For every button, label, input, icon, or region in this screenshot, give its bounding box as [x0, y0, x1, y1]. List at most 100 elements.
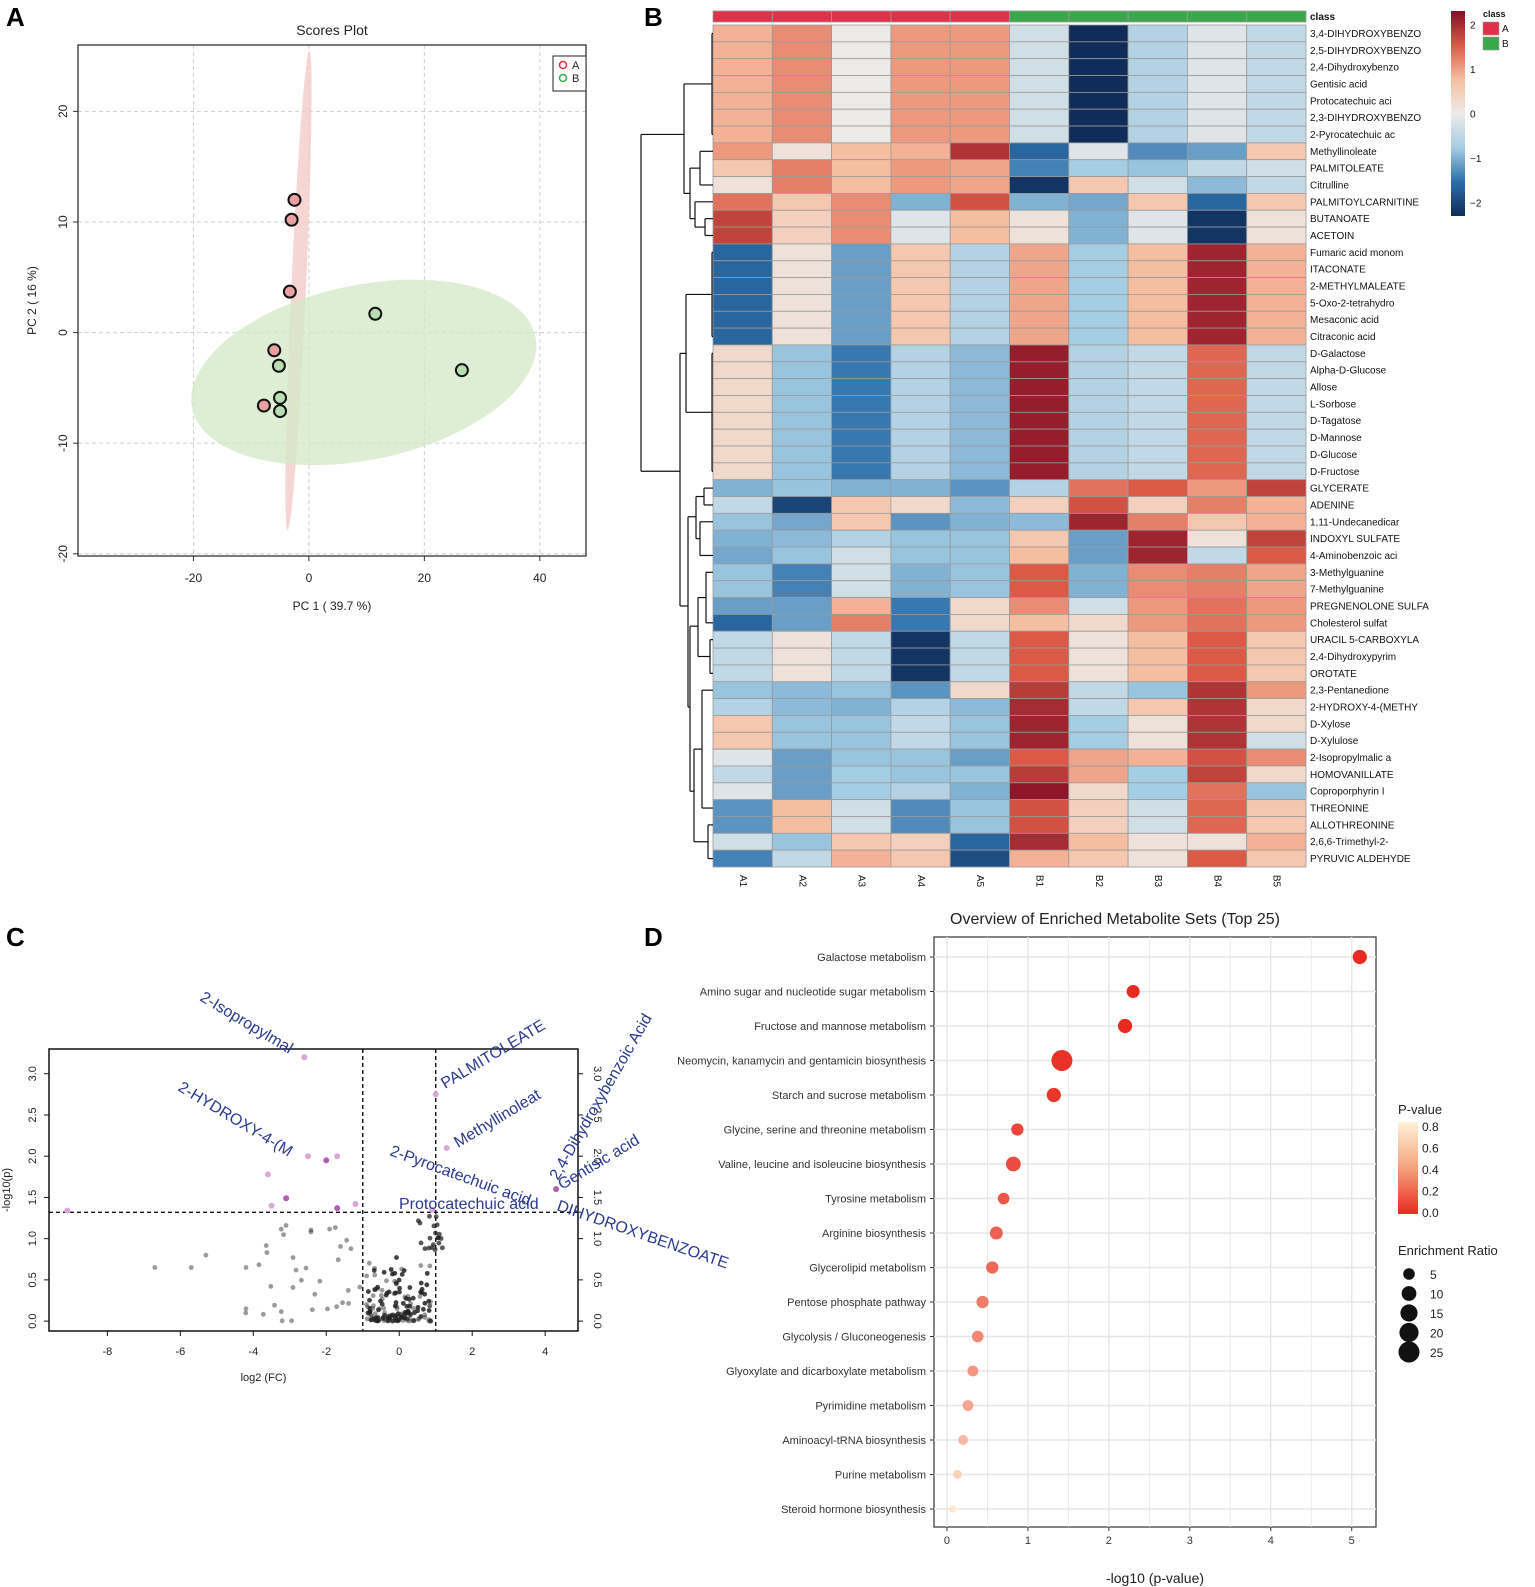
class-legend-label-a: A — [1502, 24, 1509, 35]
ratio-legend-dot — [1399, 1322, 1419, 1343]
heatmap-row-label: Citraconic acid — [1310, 332, 1376, 343]
heatmap-row-label: 2,3-Pentanedione — [1310, 686, 1389, 697]
heatmap-cell — [890, 462, 951, 481]
heatmap-cell — [890, 445, 951, 464]
heatmap-cell — [712, 529, 773, 548]
volcano-point — [309, 1307, 315, 1313]
heatmap-row-label: Methyllinoleate — [1310, 147, 1377, 158]
heatmap-cell — [1187, 479, 1248, 497]
heatmap-cell — [1068, 243, 1129, 262]
heatmap-cell — [1246, 496, 1307, 514]
heatmap-cell — [831, 294, 892, 312]
heatmap-row-label: D-Fructose — [1310, 467, 1360, 478]
volcano-point — [428, 1318, 434, 1324]
heatmap-cell — [831, 512, 892, 531]
heatmap-cell — [890, 496, 951, 514]
heatmap-cell — [1009, 597, 1070, 615]
heatmap-cell — [1009, 243, 1070, 262]
heatmap-cell — [1127, 395, 1188, 413]
volcano-point — [376, 1307, 381, 1313]
score-point-b — [271, 358, 286, 373]
volcano-point — [334, 1304, 340, 1310]
heatmap-cell — [1187, 24, 1248, 43]
x-tick-label: -8 — [102, 1346, 112, 1358]
heatmap-cell — [1187, 91, 1248, 110]
heatmap-cell — [1187, 731, 1248, 750]
pvalue-legend-title: P-value — [1398, 1102, 1442, 1117]
heatmap-cell — [712, 563, 773, 582]
heatmap-cell — [1187, 192, 1248, 211]
x-tick-label: 2 — [1106, 1535, 1112, 1547]
heatmap-cell — [1187, 445, 1248, 464]
heatmap-cell — [1187, 816, 1248, 834]
heatmap-cell — [1068, 310, 1129, 329]
heatmap-cell — [1187, 832, 1248, 851]
volcano-point — [348, 1246, 354, 1252]
volcano-point — [418, 1263, 424, 1268]
heatmap-cell — [1246, 294, 1307, 312]
heatmap-cell — [1187, 159, 1248, 177]
heatmap-cell — [1009, 192, 1070, 211]
heatmap-cell — [890, 378, 951, 396]
heatmap-cell — [1068, 630, 1129, 649]
volcano-point — [422, 1300, 428, 1306]
volcano-significant-point — [268, 1202, 275, 1209]
heatmap-row-label: Allose — [1310, 383, 1338, 394]
legend-marker-b — [558, 73, 568, 83]
y-tick-label-right: 0.0 — [591, 1313, 603, 1328]
volcano-point — [357, 1284, 363, 1290]
x-tick-label: 0 — [944, 1535, 950, 1547]
heatmap-cell — [771, 108, 832, 127]
volcano-point — [418, 1280, 424, 1286]
heatmap-cell — [1246, 647, 1307, 666]
heatmap-row-label: THREONINE — [1310, 804, 1369, 815]
heatmap-cell — [890, 614, 951, 632]
heatmap-cell — [949, 125, 1010, 144]
enrichment-dot — [1126, 985, 1140, 998]
volcano-point — [394, 1306, 400, 1312]
volcano-point — [393, 1318, 398, 1323]
heatmap-cell — [1246, 125, 1307, 144]
volcano-point — [379, 1301, 385, 1307]
volcano-point — [364, 1273, 370, 1279]
heatmap-row-label: PALMITOLEATE — [1310, 164, 1384, 175]
volcano-point — [386, 1289, 392, 1295]
x-tick-label: -20 — [185, 571, 203, 585]
heatmap-cell — [1246, 445, 1307, 464]
class-legend-title: class — [1483, 9, 1506, 19]
heatmap-cell — [1009, 125, 1070, 144]
heatmap-cell — [890, 765, 951, 784]
heatmap-cell — [1246, 782, 1307, 801]
heatmap-cell — [1068, 327, 1129, 346]
heatmap-cell — [890, 395, 951, 413]
heatmap-cell — [949, 209, 1010, 228]
pathway-label: Fructose and mannose metabolism — [754, 1021, 926, 1033]
heatmap-cell — [949, 445, 1010, 464]
heatmap-cell — [771, 91, 832, 110]
heatmap-cell — [831, 664, 892, 683]
y-tick-label-right: 3.0 — [591, 1066, 603, 1081]
score-point-b — [454, 363, 469, 378]
pvalue-tick-label: 0.2 — [1422, 1185, 1439, 1199]
heatmap-cell — [712, 614, 773, 632]
scores-plot-xlabel: PC 1 ( 39.7 %) — [293, 599, 372, 613]
heatmap-cell — [890, 192, 951, 211]
heatmap-cell — [949, 731, 1010, 750]
pvalue-tick-label: 0.4 — [1422, 1163, 1439, 1177]
pathway-label: Pentose phosphate pathway — [787, 1297, 926, 1309]
heatmap-cell — [831, 344, 892, 363]
heatmap-cell — [890, 698, 951, 716]
heatmap-cell — [1127, 277, 1188, 295]
heatmap-cell — [949, 159, 1010, 177]
heatmap-cell — [890, 142, 951, 161]
heatmap-cell — [1127, 546, 1188, 565]
ratio-tick-label: 15 — [1430, 1307, 1444, 1321]
volcano-point — [430, 1242, 436, 1248]
heatmap-cell — [1246, 226, 1307, 245]
heatmap-cell — [1246, 91, 1307, 110]
heatmap-cell — [1127, 428, 1188, 447]
heatmap-cell — [771, 849, 832, 868]
heatmap-cell — [1009, 41, 1070, 60]
heatmap-cell — [1009, 75, 1070, 93]
heatmap-cell — [712, 192, 773, 211]
